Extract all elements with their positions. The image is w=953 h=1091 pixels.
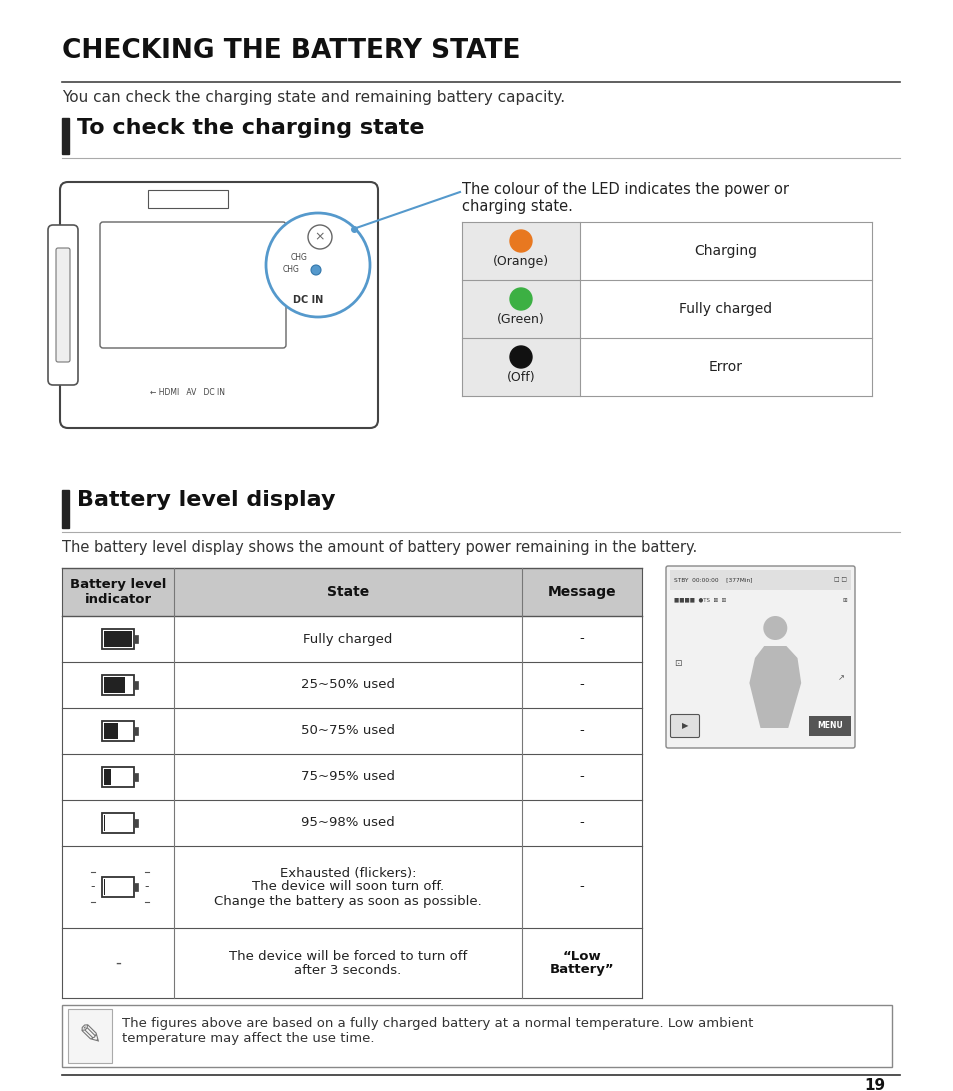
Text: after 3 seconds.: after 3 seconds. (294, 963, 401, 976)
Text: ← HDMI   AV   DC IN: ← HDMI AV DC IN (151, 388, 225, 397)
Text: Fully charged: Fully charged (679, 302, 772, 316)
Circle shape (308, 225, 332, 249)
Bar (808, 716, 850, 736)
Text: Battery level display: Battery level display (77, 490, 335, 509)
Text: The figures above are based on a fully charged battery at a normal temperature. : The figures above are based on a fully c… (122, 1017, 753, 1045)
FancyBboxPatch shape (665, 566, 854, 748)
Text: -: - (145, 880, 149, 894)
Text: ✎: ✎ (78, 1022, 102, 1050)
FancyBboxPatch shape (670, 715, 699, 738)
Bar (102, 877, 133, 897)
Text: -: - (579, 816, 584, 829)
Bar (104, 678, 125, 693)
Circle shape (510, 230, 532, 252)
Text: ■■■■  ●TS  ⊠  ⊞: ■■■■ ●TS ⊠ ⊞ (673, 598, 725, 602)
Text: CHECKING THE BATTERY STATE: CHECKING THE BATTERY STATE (62, 38, 520, 64)
Text: Fully charged: Fully charged (303, 633, 393, 646)
Bar (461, 280, 579, 338)
FancyBboxPatch shape (56, 248, 70, 362)
Text: ↗: ↗ (837, 673, 844, 683)
Text: -: - (579, 724, 584, 738)
Text: Charging: Charging (694, 244, 757, 257)
Text: -: - (579, 880, 584, 894)
Circle shape (762, 616, 786, 640)
FancyBboxPatch shape (60, 182, 377, 428)
Bar (461, 338, 579, 396)
Bar (133, 635, 138, 643)
Text: Error: Error (708, 360, 742, 374)
Bar (104, 815, 105, 831)
Text: DC IN: DC IN (293, 295, 323, 305)
Circle shape (266, 213, 370, 317)
Text: CHG: CHG (283, 265, 299, 275)
Text: ×: × (314, 230, 325, 243)
Bar (62, 568, 641, 616)
Bar (669, 570, 850, 590)
Text: -: - (579, 770, 584, 783)
Bar (133, 727, 138, 735)
Circle shape (313, 267, 318, 273)
Text: CHG: CHG (291, 253, 308, 262)
Text: Exhausted (flickers):: Exhausted (flickers): (279, 866, 416, 879)
Text: State: State (327, 585, 369, 599)
Bar (133, 681, 138, 690)
Circle shape (510, 288, 532, 310)
Text: ⊡: ⊡ (673, 659, 680, 668)
Text: (Off): (Off) (506, 371, 535, 384)
Text: The battery level display shows the amount of battery power remaining in the bat: The battery level display shows the amou… (62, 540, 697, 555)
Bar (104, 769, 111, 786)
Text: 75~95% used: 75~95% used (301, 770, 395, 783)
Text: To check the charging state: To check the charging state (77, 118, 424, 137)
Bar (133, 774, 138, 781)
Text: The colour of the LED indicates the power or
charging state.: The colour of the LED indicates the powe… (461, 182, 788, 215)
Bar (148, 190, 228, 208)
Text: Battery level
indicator: Battery level indicator (70, 578, 166, 606)
Bar (104, 631, 132, 647)
Polygon shape (749, 646, 801, 728)
Text: (Orange): (Orange) (493, 255, 549, 268)
Bar (133, 819, 138, 827)
Bar (461, 221, 579, 280)
FancyBboxPatch shape (48, 225, 78, 385)
Text: 25~50% used: 25~50% used (301, 679, 395, 692)
Text: ⊞: ⊞ (841, 598, 846, 602)
Text: The device will soon turn off.: The device will soon turn off. (252, 880, 443, 894)
Bar (102, 813, 133, 834)
Text: □ □: □ □ (833, 577, 846, 583)
Bar (102, 721, 133, 741)
Text: ▶: ▶ (681, 721, 687, 731)
Text: The device will be forced to turn off: The device will be forced to turn off (229, 949, 467, 962)
Text: 19: 19 (863, 1078, 884, 1091)
Bar (104, 879, 105, 895)
Text: STBY  00:00:00    [377Min]: STBY 00:00:00 [377Min] (673, 577, 752, 583)
Text: -: - (579, 633, 584, 646)
FancyBboxPatch shape (100, 221, 286, 348)
Text: Change the battery as soon as possible.: Change the battery as soon as possible. (213, 895, 481, 908)
Circle shape (311, 265, 320, 275)
Text: 50~75% used: 50~75% used (301, 724, 395, 738)
Circle shape (510, 346, 532, 368)
Bar (102, 675, 133, 695)
Bar (62, 490, 69, 528)
Text: “Low: “Low (562, 949, 600, 962)
Bar (133, 883, 138, 891)
Text: MENU: MENU (817, 721, 842, 731)
Bar (102, 630, 133, 649)
Text: Battery”: Battery” (549, 963, 614, 976)
Text: -: - (115, 954, 121, 972)
Bar (102, 767, 133, 787)
Bar (104, 723, 118, 739)
Text: You can check the charging state and remaining battery capacity.: You can check the charging state and rem… (62, 89, 564, 105)
Bar (62, 1005, 891, 1067)
Text: (Green): (Green) (497, 313, 544, 326)
Text: -: - (91, 880, 95, 894)
Text: Message: Message (547, 585, 616, 599)
Bar (62, 118, 69, 154)
Text: -: - (579, 679, 584, 692)
Bar (68, 1009, 112, 1063)
Text: 95~98% used: 95~98% used (301, 816, 395, 829)
